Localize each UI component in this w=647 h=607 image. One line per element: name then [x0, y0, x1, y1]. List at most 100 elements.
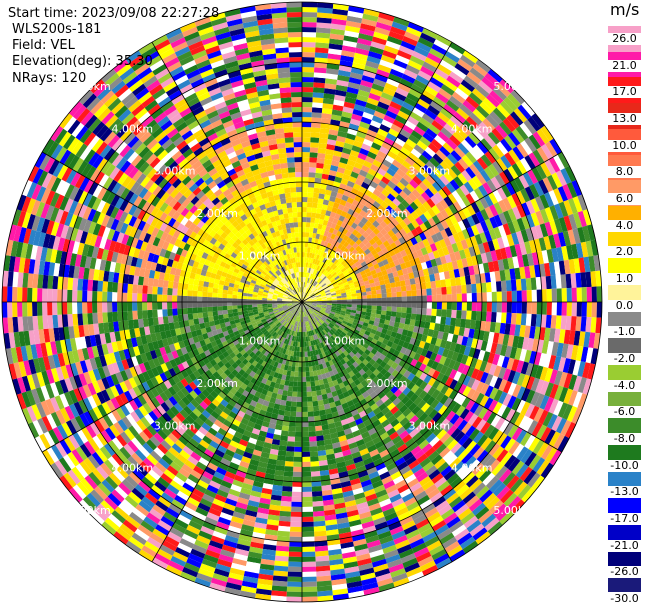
velocity-gate [361, 308, 367, 313]
velocity-gate [302, 431, 310, 437]
velocity-gate [422, 238, 430, 248]
velocity-gate [492, 144, 505, 158]
velocity-gate [454, 62, 470, 76]
velocity-gate [305, 294, 310, 299]
velocity-gate [416, 121, 429, 133]
velocity-gate [306, 300, 312, 302]
velocity-gate [321, 204, 328, 211]
velocity-gate [307, 289, 312, 295]
velocity-gate [345, 311, 351, 315]
velocity-gate [389, 146, 401, 156]
velocity-gate [316, 162, 324, 169]
velocity-gate [305, 262, 309, 268]
velocity-gate [349, 314, 356, 319]
velocity-gate [376, 372, 384, 380]
velocity-gate [362, 231, 370, 239]
velocity-gate [387, 229, 396, 238]
velocity-gate [296, 406, 302, 412]
velocity-gate [302, 586, 318, 592]
velocity-gate [304, 292, 307, 298]
velocity-gate [448, 95, 463, 108]
velocity-gate [438, 88, 452, 100]
velocity-gate [519, 324, 526, 338]
velocity-gate [396, 168, 406, 178]
velocity-gate [306, 217, 311, 223]
velocity-gate [386, 193, 396, 202]
velocity-gate [448, 203, 458, 215]
velocity-gate [457, 83, 472, 97]
velocity-gate [304, 247, 308, 253]
velocity-gate [557, 232, 567, 247]
velocity-gate [435, 338, 443, 347]
velocity-gate [373, 321, 380, 327]
velocity-gate [328, 227, 335, 234]
velocity-gate [351, 307, 357, 311]
velocity-gate [302, 501, 313, 507]
velocity-gate [414, 102, 428, 114]
velocity-gate [317, 450, 327, 457]
velocity-gate [498, 224, 507, 238]
velocity-gate [405, 138, 417, 149]
velocity-gate [316, 285, 322, 290]
velocity-gate [470, 202, 481, 214]
velocity-gate [510, 89, 525, 105]
velocity-gate [487, 131, 501, 145]
velocity-gate [573, 258, 581, 274]
velocity-gate [366, 305, 372, 310]
velocity-gate [405, 284, 412, 292]
velocity-gate [339, 232, 346, 240]
velocity-gate [336, 295, 342, 299]
velocity-gate [350, 290, 357, 295]
velocity-gate [311, 207, 317, 214]
velocity-gate [285, 451, 295, 457]
velocity-gate [370, 119, 382, 129]
velocity-gate [302, 556, 316, 562]
velocity-gate [335, 337, 341, 343]
velocity-gate [498, 366, 507, 380]
velocity-gate [319, 290, 325, 294]
velocity-gate [503, 96, 518, 112]
velocity-gate [498, 379, 508, 392]
velocity-gate [289, 531, 302, 537]
velocity-gate [419, 276, 426, 284]
velocity-gate [375, 313, 382, 319]
velocity-gate [308, 167, 317, 173]
velocity-gate [590, 317, 597, 333]
velocity-gate [277, 525, 291, 532]
velocity-gate [516, 217, 526, 231]
velocity-gate [435, 415, 446, 426]
velocity-gate [319, 183, 327, 190]
velocity-gate [358, 235, 366, 242]
velocity-gate [408, 272, 415, 280]
velocity-gate [518, 174, 530, 189]
velocity-gate [547, 174, 558, 191]
velocity-gate [302, 267, 304, 273]
velocity-gate [513, 481, 528, 497]
velocity-gate [351, 299, 357, 302]
velocity-gate [411, 331, 418, 340]
velocity-gate [530, 226, 539, 240]
velocity-gate [364, 339, 372, 346]
velocity-gate [325, 272, 331, 278]
velocity-gate [533, 238, 542, 253]
velocity-gate [500, 344, 508, 357]
velocity-gate [302, 232, 306, 238]
velocity-gate [540, 462, 554, 479]
velocity-gate [491, 462, 505, 476]
velocity-gate [455, 464, 469, 477]
velocity-gate [473, 348, 481, 360]
velocity-gate [355, 47, 370, 56]
velocity-gate [435, 178, 446, 189]
velocity-gate [420, 334, 428, 343]
velocity-gate [336, 293, 342, 297]
velocity-gate [368, 358, 376, 366]
velocity-gate [501, 356, 510, 369]
velocity-gate [454, 161, 466, 173]
velocity-gate [479, 101, 493, 115]
velocity-gate [525, 200, 536, 215]
velocity-gate [556, 302, 562, 316]
velocity-gate [386, 359, 395, 367]
velocity-gate [456, 241, 464, 252]
velocity-gate [309, 376, 315, 382]
velocity-gate [328, 286, 334, 290]
